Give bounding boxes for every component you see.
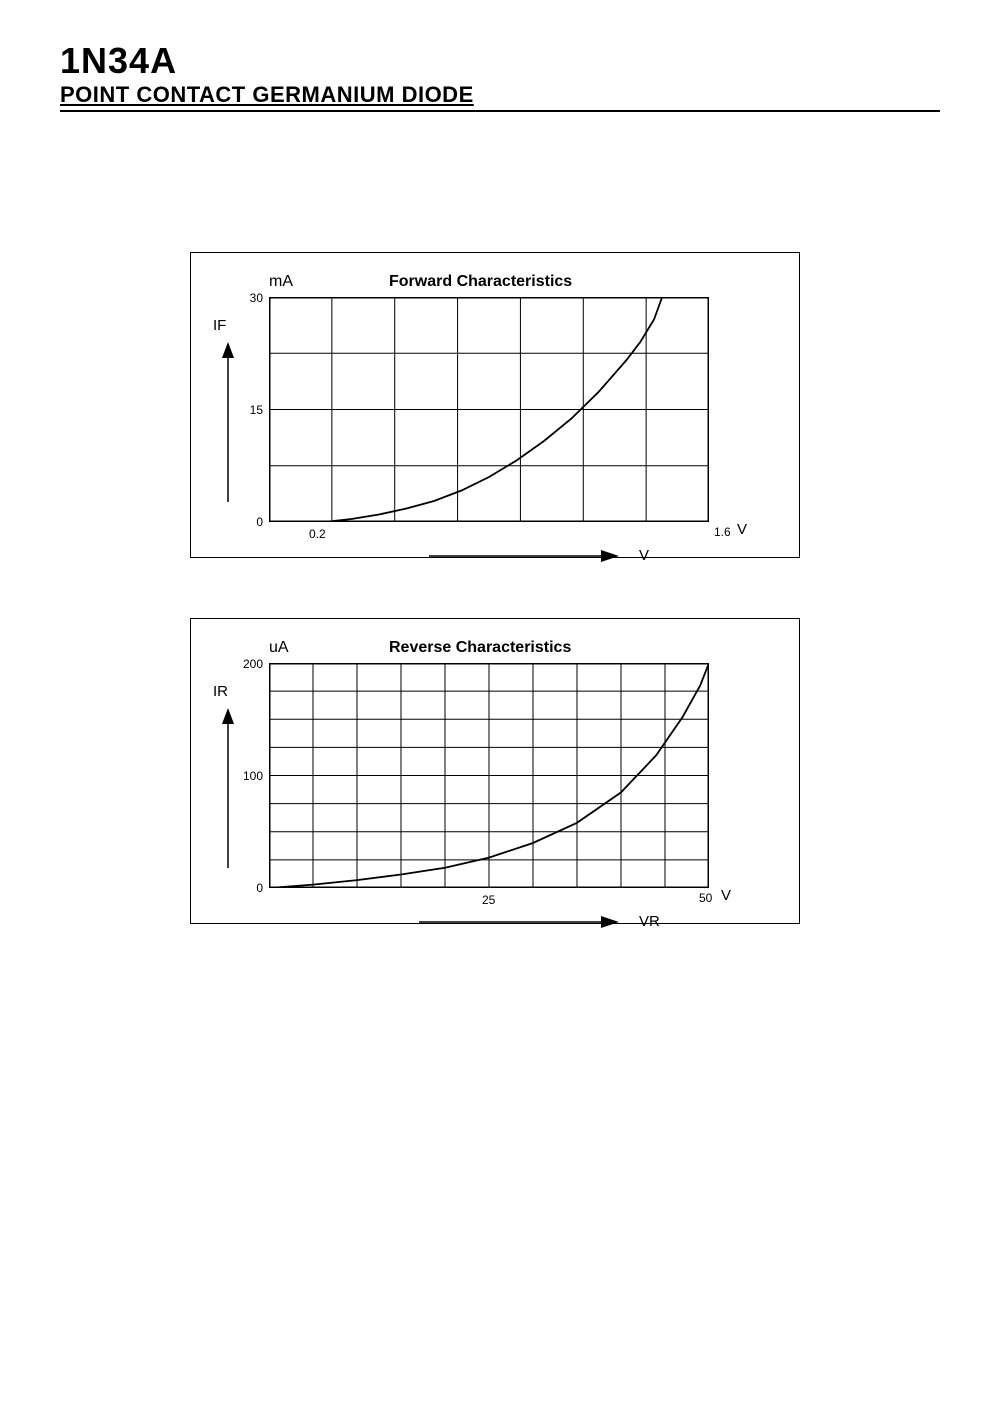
forward-ytick-30: 30 [250, 291, 263, 305]
reverse-plot: 200 100 0 25 50 V VR [269, 663, 709, 893]
forward-chart-svg [269, 297, 709, 522]
up-arrow-icon [219, 708, 237, 873]
part-number: 1N34A [60, 40, 940, 82]
forward-chart-container: mA Forward Characteristics IF 30 15 0 0.… [190, 252, 800, 558]
forward-xtick-16: 1.6 [714, 525, 731, 539]
forward-y-axis-label: IF [213, 317, 226, 334]
forward-y-unit: mA [269, 273, 339, 291]
reverse-y-unit: uA [269, 639, 339, 657]
reverse-y-axis-label: IR [213, 683, 228, 700]
subtitle: POINT CONTACT GERMANIUM DIODE [60, 82, 940, 112]
up-arrow-icon [219, 342, 237, 507]
right-arrow-icon [429, 547, 619, 565]
forward-ytick-15: 15 [250, 403, 263, 417]
reverse-xtick-50: 50 [699, 891, 712, 905]
reverse-chart-title: Reverse Characteristics [389, 639, 571, 657]
forward-chart-title: Forward Characteristics [389, 273, 572, 291]
forward-ytick-0: 0 [256, 515, 263, 529]
header: 1N34A POINT CONTACT GERMANIUM DIODE [60, 40, 940, 112]
reverse-xtick-25: 25 [482, 893, 495, 907]
forward-plot: 30 15 0 0.2 1.6 V V [269, 297, 709, 527]
forward-x-unit: V [737, 521, 747, 538]
forward-xtick-02: 0.2 [309, 527, 326, 541]
reverse-x-unit: V [721, 887, 731, 904]
reverse-chart-svg [269, 663, 709, 888]
reverse-ytick-200: 200 [243, 657, 263, 671]
reverse-chart-container: uA Reverse Characteristics IR 200 100 0 … [190, 618, 800, 924]
reverse-ytick-100: 100 [243, 769, 263, 783]
reverse-ytick-0: 0 [256, 881, 263, 895]
forward-x-axis-label: V [639, 547, 649, 564]
reverse-x-axis-label: VR [639, 913, 660, 930]
right-arrow-icon [419, 913, 619, 931]
